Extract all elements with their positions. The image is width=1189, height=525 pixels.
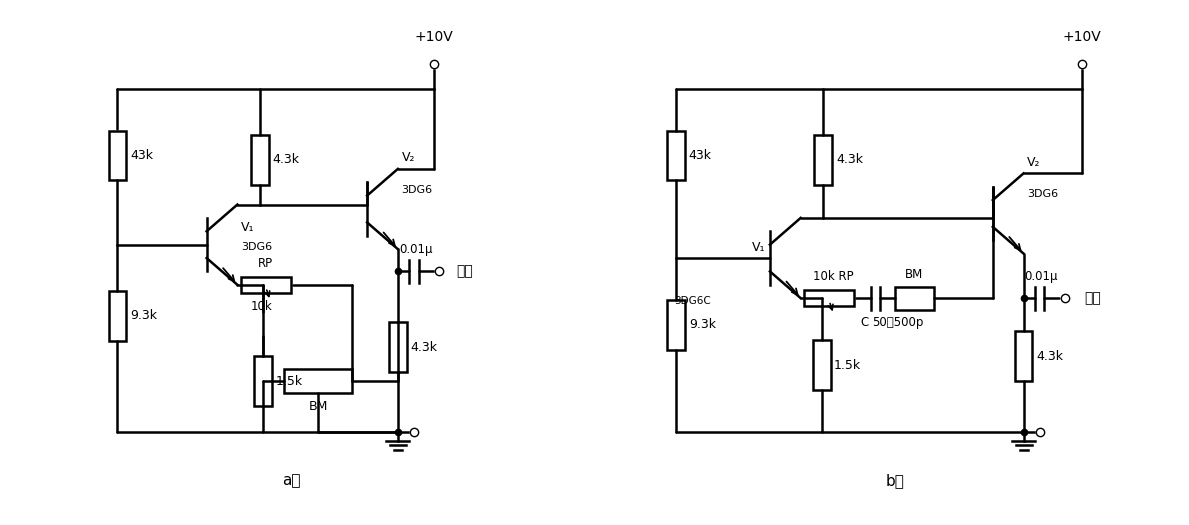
Text: 1.5k: 1.5k xyxy=(835,359,861,372)
Text: 1.5k: 1.5k xyxy=(276,374,302,387)
Text: 输出: 输出 xyxy=(457,265,473,278)
Text: 50～500p: 50～500p xyxy=(873,316,924,329)
Bar xyxy=(251,135,269,185)
Text: V₁: V₁ xyxy=(751,240,766,254)
Bar xyxy=(108,131,126,181)
Text: BM: BM xyxy=(308,400,328,413)
Bar xyxy=(241,277,291,293)
Text: 9.3k: 9.3k xyxy=(688,318,716,331)
Text: a）: a） xyxy=(282,473,301,488)
Bar xyxy=(1014,331,1032,381)
Text: 9.3k: 9.3k xyxy=(130,310,157,322)
Text: b）: b） xyxy=(886,473,904,488)
Text: 4.3k: 4.3k xyxy=(272,153,300,166)
Text: 43k: 43k xyxy=(130,149,153,162)
Text: 4.3k: 4.3k xyxy=(836,153,863,166)
Text: C: C xyxy=(861,316,869,329)
Text: 3DG6: 3DG6 xyxy=(1027,190,1058,200)
Text: 输出: 输出 xyxy=(1084,291,1101,305)
Bar xyxy=(389,322,407,372)
Bar xyxy=(284,370,352,393)
Bar xyxy=(813,340,831,390)
Text: +10V: +10V xyxy=(415,30,453,44)
Text: 10k: 10k xyxy=(251,300,272,313)
Text: V₂: V₂ xyxy=(402,151,415,164)
Text: V₂: V₂ xyxy=(1027,156,1040,169)
Text: BM: BM xyxy=(905,268,924,281)
Text: 3DG6: 3DG6 xyxy=(241,242,272,252)
Text: V₁: V₁ xyxy=(241,220,254,234)
Text: +10V: +10V xyxy=(1063,30,1101,44)
Text: RP: RP xyxy=(258,257,273,270)
Text: 4.3k: 4.3k xyxy=(1036,350,1063,363)
Bar xyxy=(108,291,126,341)
Text: 3DG6C: 3DG6C xyxy=(674,297,711,307)
Text: 3DG6: 3DG6 xyxy=(402,185,433,195)
Bar xyxy=(894,287,933,310)
Text: 0.01μ: 0.01μ xyxy=(400,243,433,256)
Bar xyxy=(667,131,685,181)
Text: 4.3k: 4.3k xyxy=(410,341,438,354)
Text: 43k: 43k xyxy=(688,149,712,162)
Bar xyxy=(254,356,272,406)
Bar xyxy=(814,135,832,185)
Text: 10k RP: 10k RP xyxy=(813,270,854,283)
Bar xyxy=(667,300,685,350)
Bar xyxy=(804,290,854,306)
Text: 0.01μ: 0.01μ xyxy=(1025,270,1058,283)
